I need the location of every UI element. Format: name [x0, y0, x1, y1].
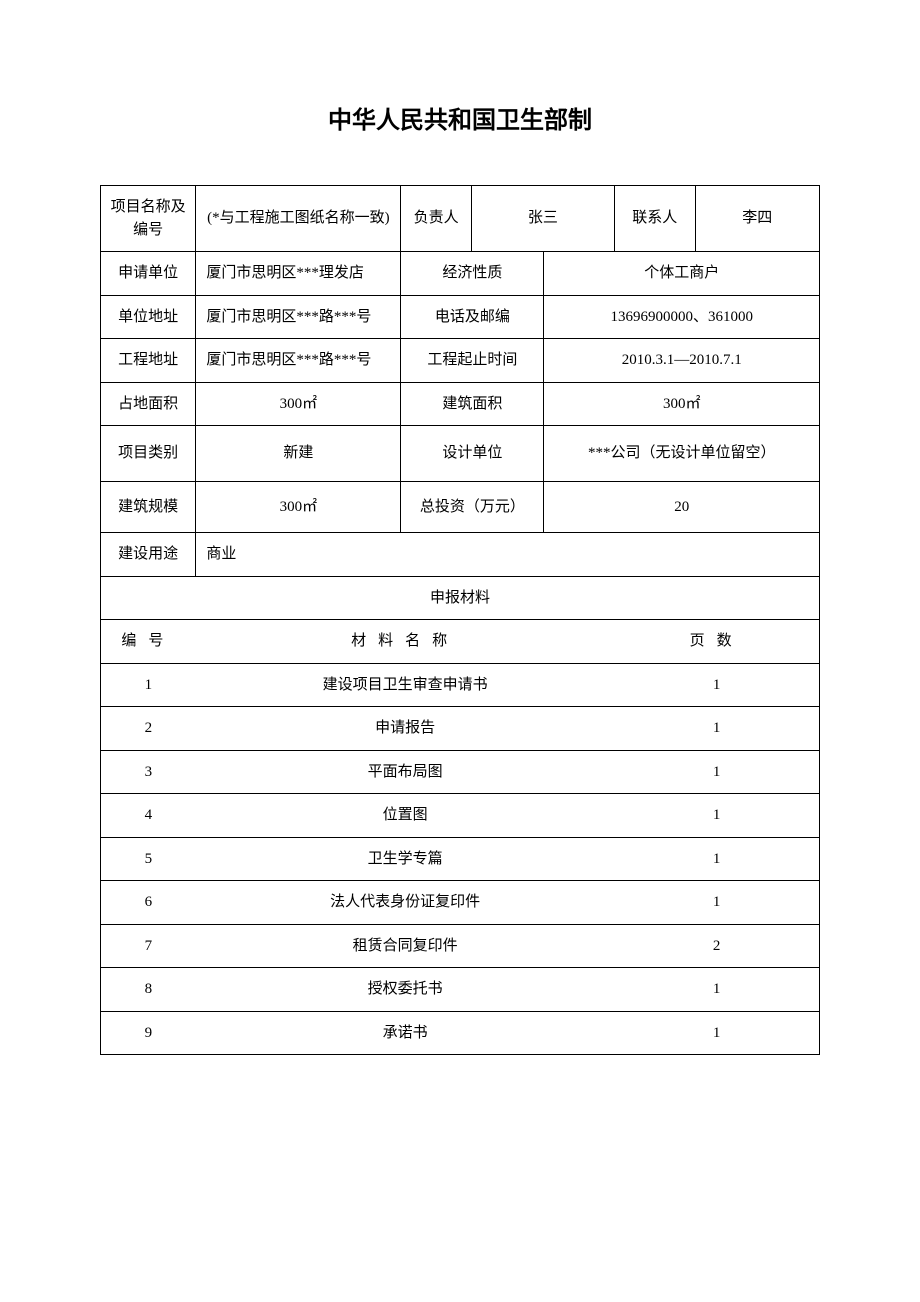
- material-row: 1 建设项目卫生审查申请书 1: [101, 663, 820, 707]
- document-page: 中华人民共和国卫生部制 项目名称及编号 (*与工程施工图纸名称一致) 负责人 张…: [0, 0, 920, 1115]
- material-row: 9 承诺书 1: [101, 1011, 820, 1055]
- material-no: 2: [101, 707, 196, 751]
- value-building-area: 300㎡: [544, 382, 820, 426]
- material-no: 7: [101, 924, 196, 968]
- material-row: 3 平面布局图 1: [101, 750, 820, 794]
- application-form-table: 项目名称及编号 (*与工程施工图纸名称一致) 负责人 张三 联系人 李四 申请单…: [100, 185, 820, 1055]
- value-construction-use: 商业: [196, 533, 820, 577]
- label-building-area: 建筑面积: [401, 382, 544, 426]
- material-name: 位置图: [196, 794, 615, 838]
- value-design-unit: ***公司（无设计单位留空）: [544, 426, 820, 482]
- table-row: 单位地址 厦门市思明区***路***号 电话及邮编 13696900000、36…: [101, 295, 820, 339]
- value-contact: 李四: [695, 186, 819, 252]
- value-total-investment: 20: [544, 481, 820, 533]
- material-pages: 1: [614, 750, 819, 794]
- value-land-area: 300㎡: [196, 382, 401, 426]
- value-building-scale: 300㎡: [196, 481, 401, 533]
- value-project-type: 新建: [196, 426, 401, 482]
- material-no: 9: [101, 1011, 196, 1055]
- material-no: 1: [101, 663, 196, 707]
- table-row: 申请单位 厦门市思明区***理发店 经济性质 个体工商户: [101, 252, 820, 296]
- label-design-unit: 设计单位: [401, 426, 544, 482]
- material-row: 4 位置图 1: [101, 794, 820, 838]
- material-name: 卫生学专篇: [196, 837, 615, 881]
- material-row: 7 租赁合同复印件 2: [101, 924, 820, 968]
- header-pages: 页数: [614, 620, 819, 664]
- label-construction-use: 建设用途: [101, 533, 196, 577]
- material-row: 2 申请报告 1: [101, 707, 820, 751]
- value-phone-zip: 13696900000、361000: [544, 295, 820, 339]
- header-no: 编号: [101, 620, 196, 664]
- material-pages: 1: [614, 968, 819, 1012]
- value-economic-nature: 个体工商户: [544, 252, 820, 296]
- table-row: 建设用途 商业: [101, 533, 820, 577]
- materials-section-header: 申报材料: [101, 576, 820, 620]
- table-row: 占地面积 300㎡ 建筑面积 300㎡: [101, 382, 820, 426]
- label-duration: 工程起止时间: [401, 339, 544, 383]
- table-row: 工程地址 厦门市思明区***路***号 工程起止时间 2010.3.1—2010…: [101, 339, 820, 383]
- table-row: 项目名称及编号 (*与工程施工图纸名称一致) 负责人 张三 联系人 李四: [101, 186, 820, 252]
- header-name: 材料名称: [196, 620, 615, 664]
- label-total-investment: 总投资（万元）: [401, 481, 544, 533]
- material-no: 3: [101, 750, 196, 794]
- label-project-name: 项目名称及编号: [101, 186, 196, 252]
- material-row: 8 授权委托书 1: [101, 968, 820, 1012]
- material-pages: 2: [614, 924, 819, 968]
- material-no: 4: [101, 794, 196, 838]
- material-name: 租赁合同复印件: [196, 924, 615, 968]
- value-duration: 2010.3.1—2010.7.1: [544, 339, 820, 383]
- label-phone-zip: 电话及邮编: [401, 295, 544, 339]
- material-pages: 1: [614, 707, 819, 751]
- label-project-address: 工程地址: [101, 339, 196, 383]
- material-pages: 1: [614, 881, 819, 925]
- value-applicant-unit: 厦门市思明区***理发店: [196, 252, 401, 296]
- label-applicant-unit: 申请单位: [101, 252, 196, 296]
- label-person-in-charge: 负责人: [401, 186, 471, 252]
- value-person-in-charge: 张三: [471, 186, 614, 252]
- table-row: 建筑规模 300㎡ 总投资（万元） 20: [101, 481, 820, 533]
- material-row: 6 法人代表身份证复印件 1: [101, 881, 820, 925]
- label-unit-address: 单位地址: [101, 295, 196, 339]
- value-unit-address: 厦门市思明区***路***号: [196, 295, 401, 339]
- material-name: 建设项目卫生审查申请书: [196, 663, 615, 707]
- material-pages: 1: [614, 794, 819, 838]
- materials-column-headers: 编号 材料名称 页数: [101, 620, 820, 664]
- material-pages: 1: [614, 663, 819, 707]
- label-project-type: 项目类别: [101, 426, 196, 482]
- label-economic-nature: 经济性质: [401, 252, 544, 296]
- value-project-address: 厦门市思明区***路***号: [196, 339, 401, 383]
- material-pages: 1: [614, 1011, 819, 1055]
- material-pages: 1: [614, 837, 819, 881]
- page-title: 中华人民共和国卫生部制: [100, 100, 820, 135]
- label-contact: 联系人: [614, 186, 695, 252]
- material-no: 6: [101, 881, 196, 925]
- table-row: 项目类别 新建 设计单位 ***公司（无设计单位留空）: [101, 426, 820, 482]
- label-materials-section: 申报材料: [101, 576, 820, 620]
- material-name: 授权委托书: [196, 968, 615, 1012]
- material-no: 5: [101, 837, 196, 881]
- material-no: 8: [101, 968, 196, 1012]
- material-name: 申请报告: [196, 707, 615, 751]
- value-project-name: (*与工程施工图纸名称一致): [196, 186, 401, 252]
- material-name: 承诺书: [196, 1011, 615, 1055]
- label-building-scale: 建筑规模: [101, 481, 196, 533]
- material-row: 5 卫生学专篇 1: [101, 837, 820, 881]
- material-name: 平面布局图: [196, 750, 615, 794]
- label-land-area: 占地面积: [101, 382, 196, 426]
- material-name: 法人代表身份证复印件: [196, 881, 615, 925]
